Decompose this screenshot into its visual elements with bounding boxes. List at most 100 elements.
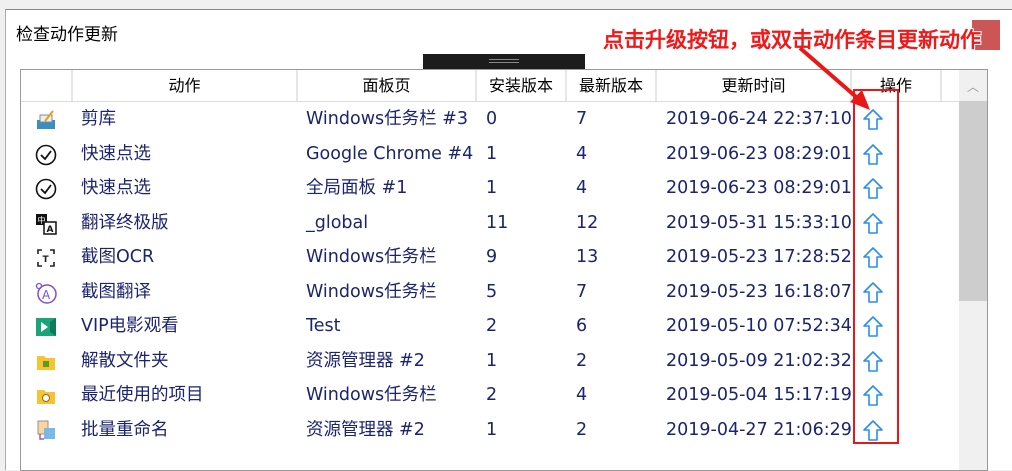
installed-version: 2 — [486, 316, 498, 336]
annotation-background — [972, 20, 1000, 50]
update-time: 2019-06-24 22:37:10 — [666, 109, 852, 129]
upgrade-arrow-icon — [863, 350, 883, 372]
installed-version: 11 — [486, 212, 509, 233]
upgrade-arrow-icon — [863, 212, 883, 234]
col-time[interactable]: 更新时间 — [657, 70, 852, 101]
installed-version: 2 — [486, 385, 498, 405]
action-name: 翻译终极版 — [81, 212, 169, 233]
upgrade-arrow-icon — [863, 385, 883, 406]
action-name: 快速点选 — [81, 178, 151, 198]
panel-name: 资源管理器 #2 — [306, 419, 425, 440]
table-row[interactable]: 解散文件夹 资源管理器 #2 1 2 2019-05-09 21:02:32 — [21, 344, 959, 379]
upgrade-button[interactable] — [862, 143, 884, 172]
installed-version: 0 — [486, 109, 498, 129]
upgrade-button[interactable] — [862, 419, 884, 448]
action-name: 快速点选 — [81, 143, 151, 164]
check-circle-icon — [35, 178, 57, 200]
latest-version: 4 — [576, 178, 588, 198]
update-time: 2019-05-23 16:18:07 — [666, 281, 852, 302]
update-table: 动作 面板页 安装版本 最新版本 更新时间 操作 剪库 Windows任务栏 #… — [20, 69, 988, 471]
latest-version: 12 — [576, 212, 599, 233]
latest-version: 6 — [576, 316, 588, 336]
annotation-arrow — [798, 46, 870, 110]
installed-version: 1 — [486, 350, 498, 371]
panel-name: 资源管理器 #2 — [306, 350, 425, 371]
latest-version: 13 — [576, 247, 599, 267]
col-icon[interactable] — [21, 70, 73, 101]
installed-version: 1 — [486, 178, 498, 198]
upgrade-arrow-icon — [863, 419, 883, 441]
action-name: 剪库 — [81, 109, 116, 129]
svg-text:A: A — [47, 225, 54, 235]
update-time: 2019-06-23 08:29:01 — [666, 143, 852, 164]
scrollbar-thumb[interactable] — [959, 101, 987, 301]
action-name: 批量重命名 — [81, 419, 169, 440]
latest-version: 2 — [576, 419, 588, 440]
folder-icon — [37, 355, 55, 370]
update-time: 2019-05-23 17:28:52 — [666, 247, 852, 267]
svg-text:A: A — [42, 288, 51, 302]
latest-version: 4 — [576, 385, 588, 405]
action-name: 截图OCR — [81, 247, 155, 267]
upgrade-button[interactable] — [862, 108, 884, 137]
latest-version: 4 — [576, 143, 588, 164]
panel-name: Windows任务栏 — [306, 247, 437, 267]
action-name: VIP电影观看 — [81, 316, 179, 336]
ocr-icon: T — [37, 249, 55, 267]
col-installed[interactable]: 安装版本 — [477, 70, 567, 101]
col-latest[interactable]: 最新版本 — [567, 70, 657, 101]
drag-handle[interactable] — [423, 54, 585, 69]
svg-text:中: 中 — [38, 215, 46, 225]
installed-version: 1 — [486, 143, 498, 164]
update-time: 2019-06-23 08:29:01 — [666, 178, 852, 198]
annotation-highlight-box — [853, 89, 899, 444]
upgrade-button[interactable] — [862, 384, 884, 413]
upgrade-button[interactable] — [862, 212, 884, 241]
upgrade-button[interactable] — [862, 315, 884, 344]
translate-a-icon: A — [35, 282, 57, 304]
col-panel[interactable]: 面板页 — [298, 70, 477, 101]
latest-version: 7 — [576, 109, 588, 129]
upgrade-button[interactable] — [862, 177, 884, 206]
upgrade-arrow-icon — [863, 109, 883, 130]
scroll-up-icon[interactable]: ︿ — [967, 80, 980, 94]
table-row[interactable]: VIP电影观看 Test 2 6 2019-05-10 07:52:34 — [21, 309, 959, 344]
update-time: 2019-05-09 21:02:32 — [666, 350, 852, 371]
upgrade-arrow-icon — [863, 316, 883, 337]
latest-version: 7 — [576, 281, 588, 302]
vertical-scrollbar[interactable]: ︿ — [959, 70, 987, 470]
table-row[interactable]: 快速点选 Google Chrome #4 1 4 2019-06-23 08:… — [21, 137, 959, 172]
upgrade-button[interactable] — [862, 246, 884, 275]
update-time: 2019-05-31 15:33:10 — [666, 212, 852, 233]
upgrade-arrow-icon — [863, 143, 883, 165]
panel-name: _global — [306, 212, 369, 233]
update-time: 2019-05-04 15:17:19 — [666, 385, 852, 405]
panel-name: Google Chrome #4 — [306, 143, 474, 164]
latest-version: 2 — [576, 350, 588, 371]
table-row[interactable]: 批量重命名 资源管理器 #2 1 2 2019-04-27 21:06:29 — [21, 413, 959, 448]
dialog-title: 检查动作更新 — [16, 25, 118, 45]
panel-name: 全局面板 #1 — [306, 178, 408, 198]
action-name: 截图翻译 — [81, 281, 151, 302]
table-row[interactable]: 快速点选 全局面板 #1 1 4 2019-06-23 08:29:01 — [21, 171, 959, 206]
upgrade-button[interactable] — [862, 281, 884, 310]
table-header: 动作 面板页 安装版本 最新版本 更新时间 操作 — [21, 70, 959, 102]
update-time: 2019-05-10 07:52:34 — [666, 316, 852, 336]
table-row[interactable]: 最近使用的项目 Windows任务栏 2 4 2019-05-04 15:17:… — [21, 378, 959, 413]
panel-name: Test — [306, 316, 341, 336]
rename-icon — [37, 420, 55, 440]
action-name: 解散文件夹 — [81, 350, 169, 371]
annotation-text: 点击升级按钮，或双击动作条目更新动作 — [603, 28, 981, 52]
installed-version: 5 — [486, 281, 498, 302]
upgrade-arrow-icon — [863, 281, 883, 303]
installed-version: 1 — [486, 419, 498, 440]
table-row[interactable]: A 截图翻译 Windows任务栏 5 7 2019-05-23 16:18:0… — [21, 275, 959, 310]
installed-version: 9 — [486, 247, 498, 267]
upgrade-button[interactable] — [862, 350, 884, 379]
table-row[interactable]: 剪库 Windows任务栏 #3 0 7 2019-06-24 22:37:10 — [21, 102, 959, 137]
check-circle-icon — [35, 144, 57, 165]
table-row[interactable]: T 截图OCR Windows任务栏 9 13 2019-05-23 17:28… — [21, 240, 959, 275]
col-action[interactable]: 动作 — [73, 70, 298, 101]
update-time: 2019-04-27 21:06:29 — [666, 419, 852, 440]
